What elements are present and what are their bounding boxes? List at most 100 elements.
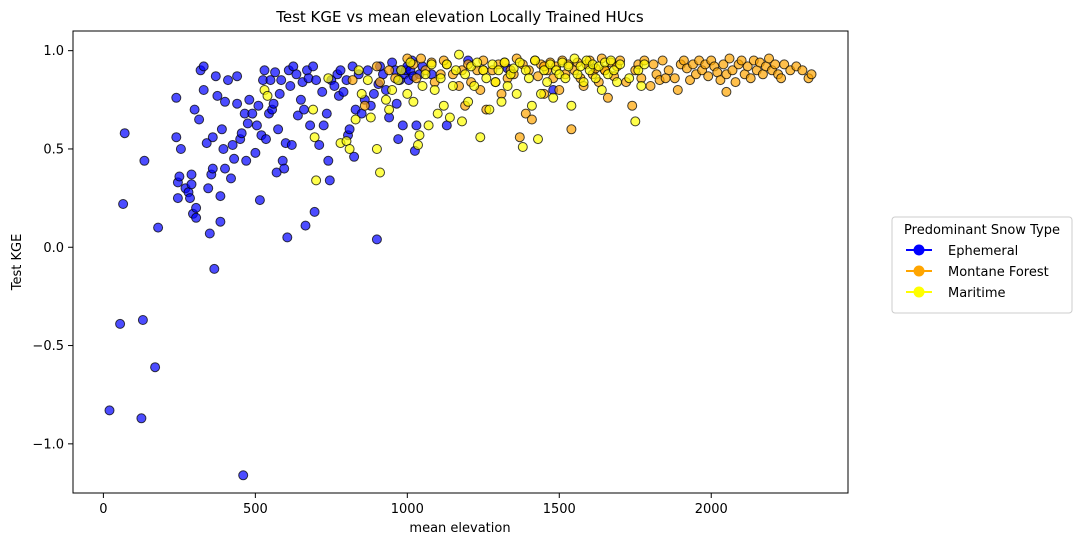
point-ephemeral-66	[265, 75, 276, 86]
point-ephemeral-115	[362, 65, 373, 76]
y-tick-label-2: 0.0	[43, 241, 64, 256]
point-ephemeral-71	[273, 124, 284, 135]
x-tick-label-1: 500	[243, 502, 268, 517]
point-montane-forest-85	[685, 75, 695, 86]
point-maritime-26	[417, 81, 428, 91]
legend-title: Predominant Snow Type	[904, 223, 1060, 238]
y-tick-label-3: 0.5	[43, 142, 64, 157]
point-maritime-33	[438, 100, 449, 111]
point-ephemeral-118	[371, 234, 382, 245]
point-ephemeral-72	[274, 88, 285, 99]
point-maritime-64	[533, 134, 543, 145]
point-ephemeral-8	[153, 222, 164, 233]
point-ephemeral-46	[229, 153, 240, 164]
point-ephemeral-94	[314, 140, 325, 150]
point-ephemeral-38	[215, 191, 226, 202]
x-tick-label-3: 1500	[543, 502, 576, 517]
point-ephemeral-75	[279, 163, 290, 174]
point-montane-forest-113	[770, 59, 781, 70]
point-ephemeral-86	[299, 104, 309, 115]
point-ephemeral-40	[218, 144, 229, 154]
point-maritime-13	[365, 112, 376, 123]
point-maritime-50	[490, 77, 501, 88]
point-maritime-28	[423, 120, 434, 131]
point-maritime-94	[633, 65, 644, 76]
legend-label-montane-forest: Montane Forest	[948, 265, 1049, 280]
legend-marker-maritime	[913, 286, 925, 298]
point-ephemeral-7	[150, 362, 161, 373]
point-maritime-78	[575, 61, 586, 72]
point-montane-forest-4	[384, 65, 395, 76]
legend-label-maritime: Maritime	[948, 286, 1006, 301]
point-ephemeral-83	[292, 110, 303, 121]
point-ephemeral-91	[308, 61, 319, 72]
point-maritime-24	[413, 140, 423, 150]
point-maritime-65	[536, 88, 546, 99]
point-maritime-3	[309, 132, 320, 143]
point-maritime-45	[475, 132, 486, 143]
point-montane-forest-111	[764, 53, 774, 64]
point-ephemeral-60	[254, 195, 265, 206]
point-ephemeral-84	[295, 94, 306, 105]
point-ephemeral-130	[397, 120, 408, 131]
point-maritime-83	[590, 73, 601, 84]
point-maritime-2	[308, 104, 319, 115]
point-maritime-34	[441, 59, 452, 70]
point-maritime-49	[487, 59, 498, 70]
point-ephemeral-51	[238, 470, 249, 481]
y-tick-label-1: −0.5	[32, 339, 64, 354]
point-montane-forest-99	[727, 65, 738, 76]
point-ephemeral-80	[286, 140, 297, 150]
point-ephemeral-44	[226, 173, 236, 184]
point-ephemeral-28	[201, 138, 212, 149]
x-axis-title: mean elevation	[409, 521, 510, 536]
point-ephemeral-93	[311, 75, 322, 86]
point-ephemeral-59	[253, 100, 264, 111]
point-maritime-12	[362, 75, 373, 86]
point-montane-forest-74	[645, 81, 656, 91]
point-maritime-85	[596, 85, 607, 95]
x-axis: 0 500 1000 1500 2000	[99, 493, 728, 517]
point-ephemeral-23	[191, 212, 202, 223]
chart-title: Test KGE vs mean elevation Locally Train…	[275, 8, 644, 26]
point-maritime-10	[353, 65, 364, 76]
point-maritime-73	[560, 73, 571, 84]
point-maritime-21	[402, 88, 413, 99]
point-ephemeral-1	[115, 318, 126, 329]
point-ephemeral-58	[251, 120, 262, 131]
point-maritime-69	[548, 92, 559, 103]
point-montane-forest-34	[514, 132, 525, 143]
point-ephemeral-126	[391, 98, 402, 109]
point-ephemeral-13	[172, 193, 183, 204]
point-ephemeral-2	[118, 199, 129, 209]
point-montane-forest-81	[672, 85, 683, 95]
y-tick-label-4: 1.0	[43, 44, 64, 59]
point-maritime-5	[323, 73, 334, 84]
point-montane-forest-80	[669, 73, 680, 84]
point-maritime-59	[517, 142, 528, 152]
point-maritime-57	[511, 88, 522, 99]
point-maritime-37	[450, 65, 461, 76]
point-ephemeral-14	[175, 144, 186, 154]
point-maritime-27	[420, 69, 431, 80]
point-ephemeral-12	[174, 171, 185, 182]
point-montane-forest-2	[371, 61, 382, 72]
legend-entry-maritime: Maritime	[906, 286, 1006, 301]
point-ephemeral-98	[323, 155, 334, 166]
point-ephemeral-127	[393, 134, 404, 145]
point-ephemeral-64	[261, 134, 271, 145]
point-maritime-53	[499, 57, 510, 68]
point-montane-forest-98	[724, 53, 735, 64]
point-montane-forest-96	[718, 59, 729, 70]
point-ephemeral-37	[215, 216, 226, 227]
point-maritime-39	[457, 116, 467, 127]
point-ephemeral-82	[291, 69, 302, 80]
point-ephemeral-19	[186, 169, 197, 180]
legend-box	[891, 216, 1073, 314]
point-maritime-8	[344, 144, 355, 154]
point-ephemeral-73	[276, 75, 287, 86]
point-maritime-95	[636, 81, 647, 91]
point-maritime-92	[624, 73, 635, 84]
